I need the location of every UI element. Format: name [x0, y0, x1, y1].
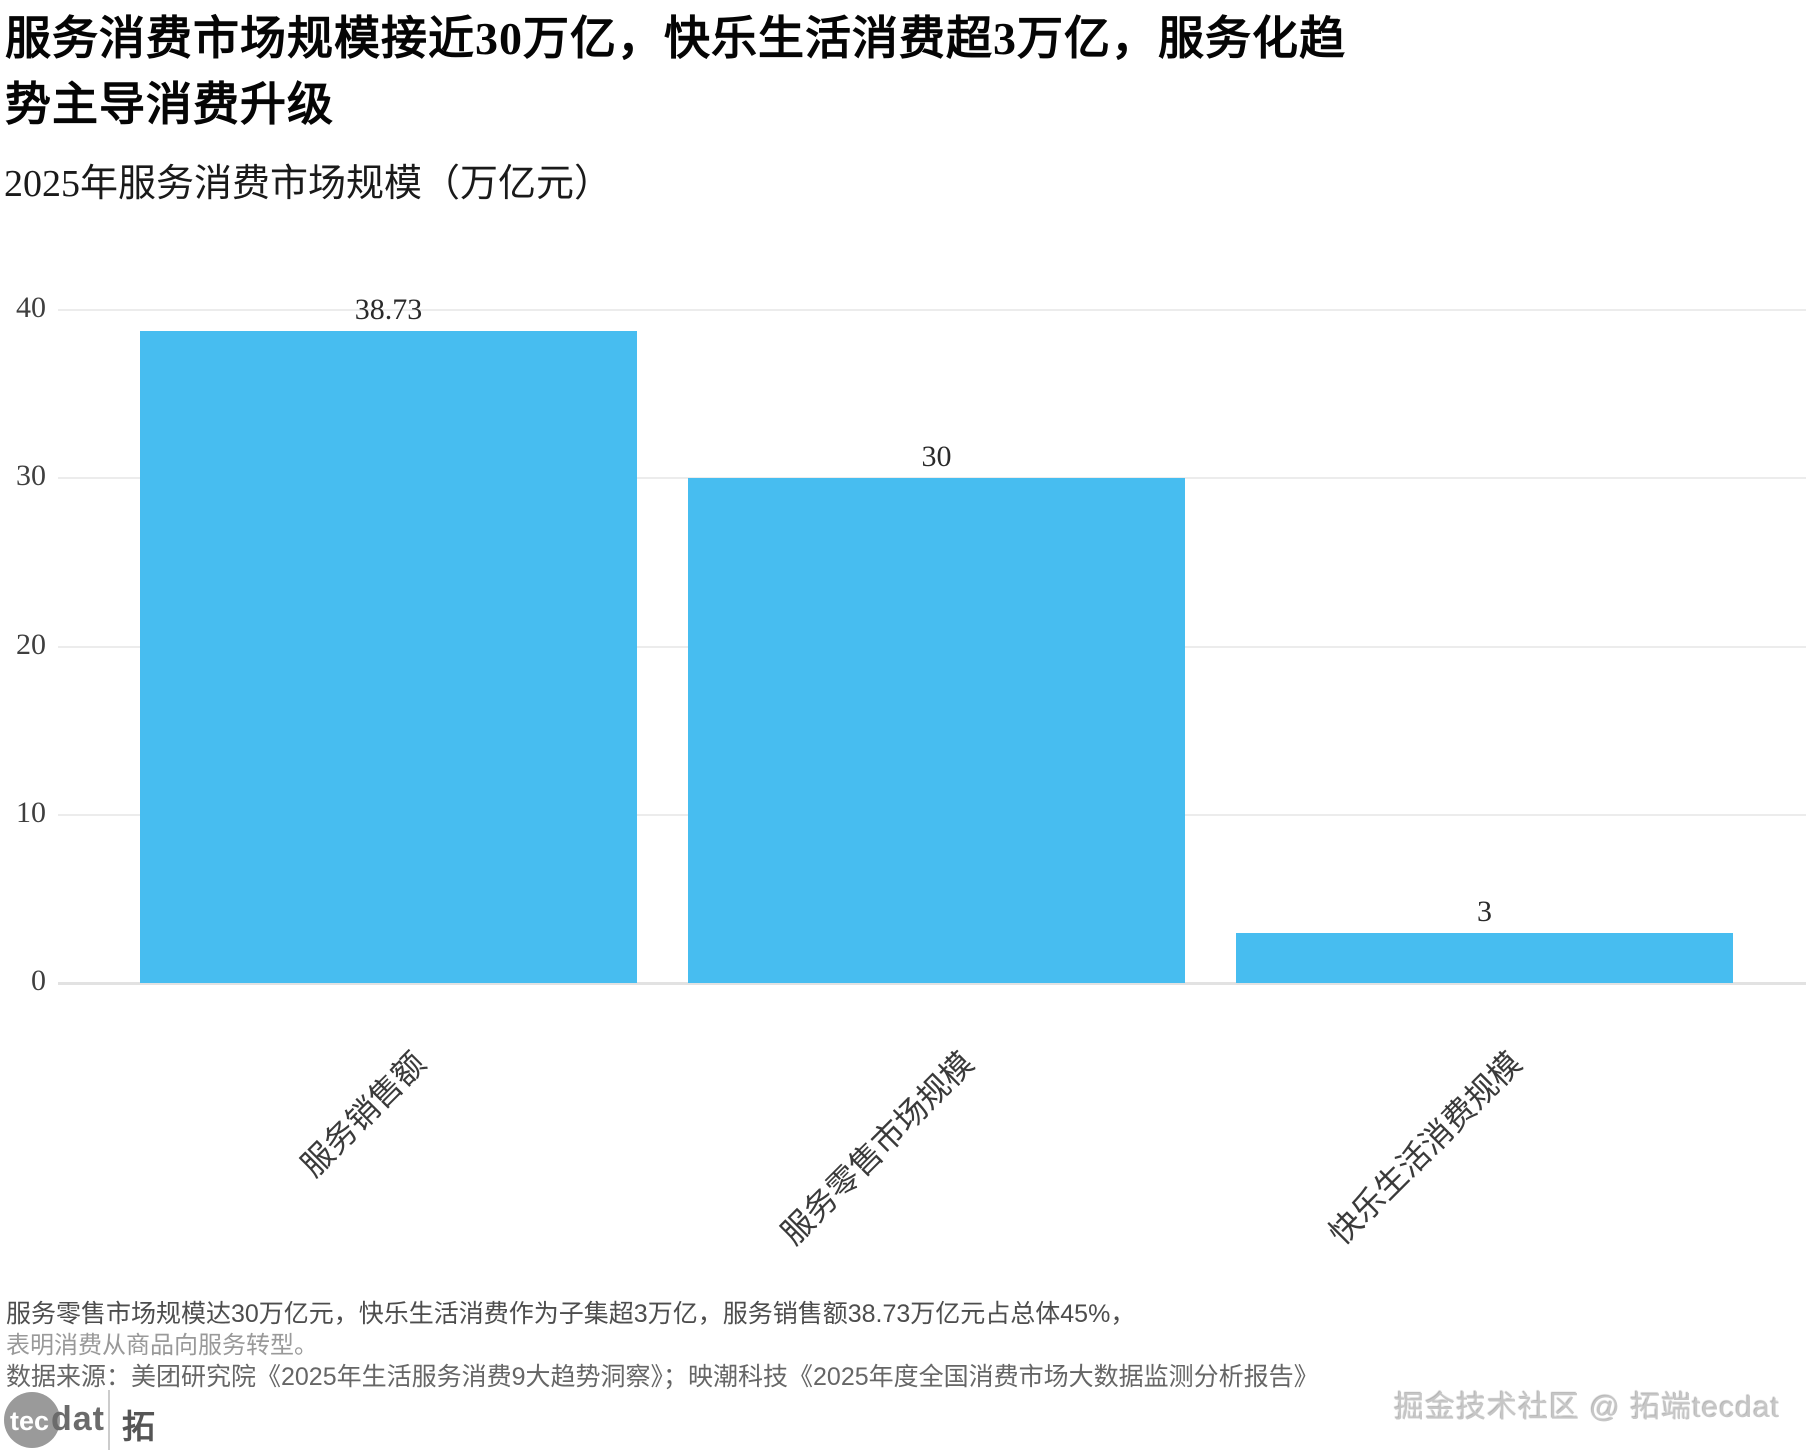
y-tick-label: 20 — [16, 627, 46, 661]
bar-value-label: 3 — [1477, 894, 1492, 928]
community-watermark: 掘金技术社区 @ 拓端tecdat — [1394, 1391, 1780, 1424]
y-tick-label: 40 — [16, 291, 46, 324]
footnote-conclusion: 表明消费从商品向服务转型。 — [6, 1332, 318, 1359]
bar-value-label: 30 — [921, 440, 952, 474]
x-tick-label: 服务销售额 — [294, 1044, 433, 1184]
tecdat-logo-circle-icon — [4, 1392, 60, 1448]
x-tick-label: 快乐生活消费规模 — [1322, 1044, 1529, 1252]
bar-value-label: 38.73 — [354, 293, 423, 327]
tecdat-logo-chinese-text: 拓端 — [122, 1408, 157, 1445]
logo-divider — [108, 1390, 110, 1450]
tecdat-logo-tec: tec — [10, 1406, 50, 1436]
gridline-y0 — [58, 982, 1806, 985]
tecdat-logo-chinese: 拓端® — [122, 1400, 157, 1451]
footnote-data-source: 数据来源：美团研究院《2025年生活服务消费9大趋势洞察》；映潮科技《2025年… — [6, 1363, 1319, 1391]
x-tick-label: 服务零售市场规模 — [774, 1044, 981, 1252]
bar-2 — [688, 478, 1185, 983]
y-tick-label: 0 — [31, 964, 46, 997]
chart-headline: 服务消费市场规模接近30万亿，快乐生活消费超3万亿，服务化趋势主导消费升级 — [5, 13, 1346, 130]
gridline-y40 — [58, 309, 1806, 311]
chart-subtitle: 2025年服务消费市场规模（万亿元） — [4, 163, 613, 205]
footnotes-block: 服务零售市场规模达30万亿元，快乐生活消费作为子集超3万亿，服务销售额38.73… — [6, 1298, 1319, 1393]
y-tick-label: 30 — [16, 459, 46, 493]
tecdat-logo-dat: dat — [51, 1400, 105, 1438]
y-tick-label: 10 — [16, 795, 46, 829]
bar-1 — [140, 331, 637, 983]
footnote-summary: 服务零售市场规模达30万亿元，快乐生活消费作为子集超3万亿，服务销售额38.73… — [6, 1300, 1136, 1328]
bar-3 — [1236, 932, 1733, 983]
